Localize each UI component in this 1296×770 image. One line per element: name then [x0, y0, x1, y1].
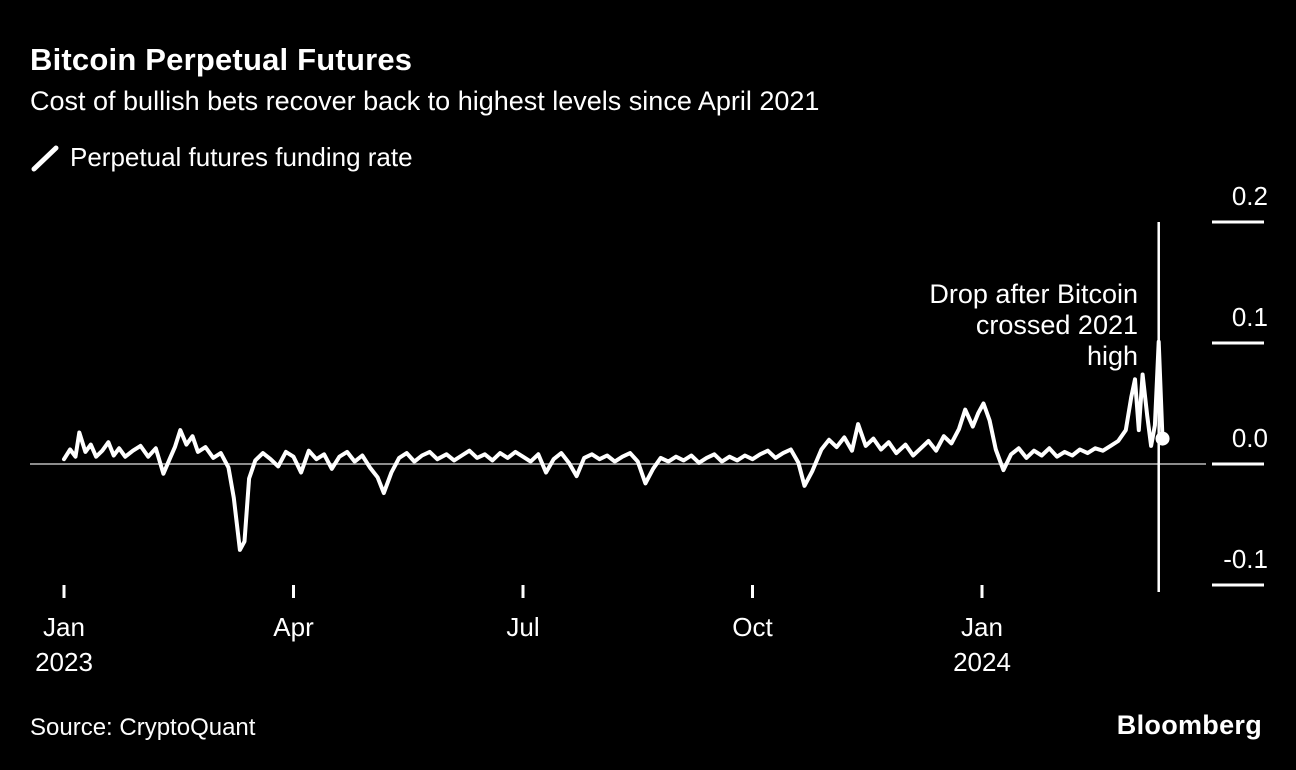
page-subtitle: Cost of bullish bets recover back to hig… [30, 86, 820, 116]
x-axis-tick-label: Jan [961, 612, 1003, 642]
y-axis-tick-label: 0.0 [1231, 423, 1268, 453]
last-value-dot [1155, 431, 1170, 446]
x-axis-year-label: 2023 [35, 647, 93, 677]
bloomberg-logo: Bloomberg [1116, 710, 1262, 740]
page-title: Bitcoin Perpetual Futures [30, 42, 413, 77]
x-axis-tick-label: Jan [43, 612, 85, 642]
x-axis-year-label: 2024 [953, 647, 1011, 677]
x-axis-tick-label: Apr [273, 612, 314, 642]
line-series-icon [31, 145, 59, 171]
legend-label: Perpetual futures funding rate [70, 142, 413, 172]
chart-annotation: Drop after Bitcoin crossed 2021 high [929, 279, 1138, 371]
x-axis-tick-label: Jul [506, 612, 540, 642]
legend: Perpetual futures funding rate [30, 142, 413, 173]
y-axis-tick-label: 0.1 [1231, 302, 1268, 332]
source-credit: Source: CryptoQuant [30, 714, 256, 741]
funding-rate-series-line [62, 339, 1165, 552]
y-axis-tick-label: 0.2 [1231, 181, 1268, 211]
x-axis-tick-label: Oct [732, 612, 773, 642]
y-axis-tick-label: -0.1 [1223, 544, 1268, 574]
